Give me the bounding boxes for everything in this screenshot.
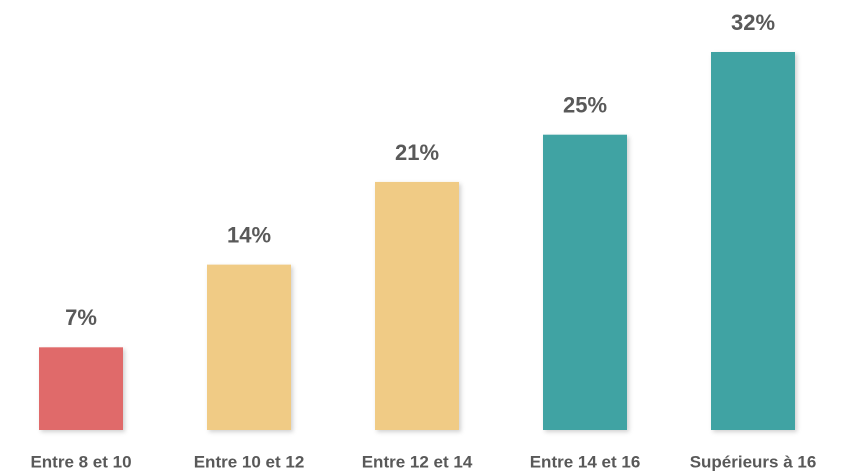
value-label: 21%: [395, 140, 439, 165]
x-tick-label: Entre 10 et 12: [194, 452, 305, 471]
x-tick-label: Entre 8 et 10: [30, 452, 131, 471]
bar: [39, 347, 123, 430]
bar: [375, 181, 459, 430]
x-tick-label: Entre 12 et 14: [362, 452, 473, 471]
value-label: 32%: [731, 10, 775, 35]
value-label: 14%: [227, 222, 271, 247]
bar: [207, 264, 291, 430]
x-tick-label: Supérieurs à 16: [690, 452, 817, 471]
x-tick-label: Entre 14 et 16: [530, 452, 641, 471]
bar: [711, 52, 795, 430]
bar: [543, 134, 627, 430]
value-label: 7%: [65, 305, 97, 330]
value-label: 25%: [563, 93, 607, 118]
